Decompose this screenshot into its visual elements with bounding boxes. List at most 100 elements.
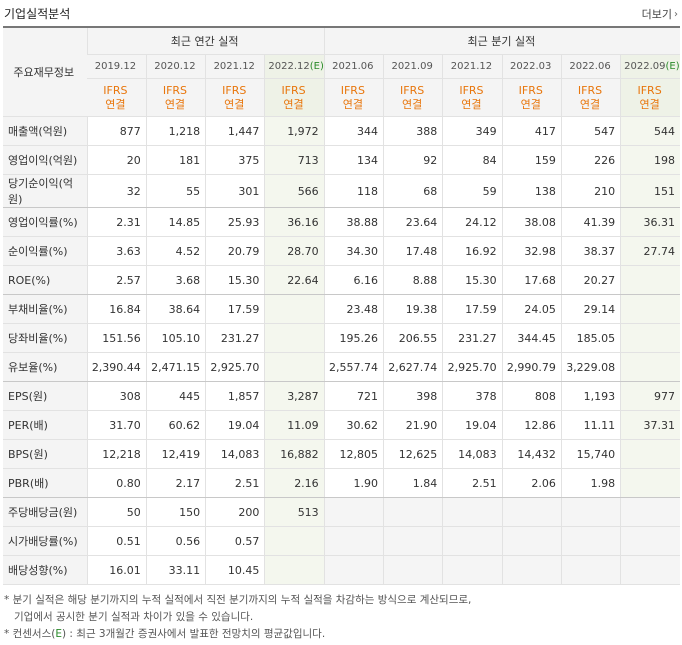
table-cell: 118: [323, 174, 384, 208]
period-header: 2020.12: [145, 54, 206, 79]
table-cell: 105.10: [145, 323, 206, 353]
table-row: 시가배당률(%) 0.51 0.56 0.57: [3, 526, 680, 556]
table-row: EPS(원) 308 445 1,857 3,287 721 398 378 808 1,193 9…: [3, 381, 680, 411]
table-cell: 417: [501, 116, 562, 146]
table-cell: 378: [442, 381, 503, 411]
table-cell: 24.05: [501, 294, 562, 324]
quarter-group-header: 최근 분기 실적: [323, 27, 680, 55]
table-row: 유보율(%) 2,390.44 2,471.15 2,925.70 2,557.74 2,…: [3, 352, 680, 382]
table-row: PBR(배) 0.80 2.17 2.51 2.16 1.90 1.84 2.51 2.06 1.…: [3, 468, 680, 498]
estimate-mark: (E): [309, 61, 324, 72]
table-cell: [323, 526, 384, 556]
accounting-standard: IFRS 연결: [323, 78, 384, 117]
row-label: 부채비율(%): [3, 294, 87, 324]
table-cell: 1,972: [264, 116, 325, 146]
table-cell: 3,229.08: [560, 352, 621, 382]
footnote-quarterly: * 분기 실적은 해당 분기까지의 누적 실적에서 직전 분기까지의 누적 실적…: [4, 594, 472, 606]
table-cell: 3.68: [145, 265, 206, 295]
table-cell: 29.14: [560, 294, 621, 324]
table-cell: [264, 352, 325, 382]
table-cell: 11.11: [560, 410, 621, 440]
table-cell: 23.48: [323, 294, 384, 324]
table-cell: 33.11: [145, 555, 206, 585]
table-cell: 150: [145, 497, 206, 527]
table-cell: 185.05: [560, 323, 621, 353]
table-cell: [560, 555, 621, 585]
table-cell: 2.57: [86, 265, 147, 295]
table-cell: 84: [442, 145, 503, 175]
table-cell: [620, 439, 680, 469]
period-header: 2021.12: [205, 54, 265, 79]
table-cell: 138: [501, 174, 562, 208]
period-header: 2022.09(E): [620, 54, 680, 79]
row-label: 유보율(%): [3, 352, 87, 382]
table-row: 주당배당금(원) 50 150 200 513: [3, 497, 680, 527]
table-cell: 32.98: [501, 236, 562, 266]
table-cell: 2.51: [442, 468, 503, 498]
table-cell: 15.30: [442, 265, 503, 295]
more-link[interactable]: 더보기 ›: [642, 6, 678, 22]
table-cell: 15,740: [560, 439, 621, 469]
table-cell: [442, 555, 503, 585]
accounting-standard: IFRS 연결: [560, 78, 621, 117]
estimate-mark: (E): [665, 61, 680, 72]
table-cell: 375: [205, 145, 265, 175]
table-cell: 10.45: [205, 555, 265, 585]
table-cell: 877: [86, 116, 147, 146]
table-cell: 2.16: [264, 468, 325, 498]
table-cell: 2.06: [501, 468, 562, 498]
table-cell: 200: [205, 497, 265, 527]
table-cell: [323, 555, 384, 585]
table-cell: [620, 468, 680, 498]
table-cell: [501, 497, 562, 527]
table-cell: [442, 497, 503, 527]
table-row: 부채비율(%) 16.84 38.64 17.59 23.48 19.38 17.59 24.…: [3, 294, 680, 324]
table-cell: 226: [560, 145, 621, 175]
table-cell: 34.30: [323, 236, 384, 266]
table-cell: 41.39: [560, 207, 621, 237]
financial-table: 주요재무정보 최근 연간 실적 최근 분기 실적 2019.12 2020.12 2…: [3, 26, 680, 585]
more-link-label: 더보기: [641, 8, 672, 21]
table-cell: 1,857: [205, 381, 265, 411]
accounting-standard: IFRS 연결: [87, 78, 147, 117]
table-cell: 12.86: [501, 410, 562, 440]
table-cell: 977: [620, 381, 680, 411]
table-cell: 445: [145, 381, 206, 411]
table-row: ROE(%) 2.57 3.68 15.30 22.64 6.16 8.88 15.30 17.…: [3, 265, 680, 295]
period-header: 2022.06: [560, 54, 621, 79]
period-header: 2021.06: [323, 54, 384, 79]
table-cell: 195.26: [323, 323, 384, 353]
table-cell: 2.17: [145, 468, 206, 498]
table-cell: 19.38: [382, 294, 443, 324]
accounting-standard: IFRS 연결: [620, 78, 680, 117]
table-cell: 31.70: [86, 410, 147, 440]
row-label: 영업이익률(%): [3, 207, 87, 237]
table-row: 당기순이익(억원) 32 55 301 566 118 68 59 138 210 151: [3, 174, 680, 208]
table-cell: [323, 497, 384, 527]
table-cell: 544: [620, 116, 680, 146]
table-cell: 12,218: [86, 439, 147, 469]
table-cell: 2.31: [86, 207, 147, 237]
table-cell: 0.57: [205, 526, 265, 556]
table-cell: 16.01: [86, 555, 147, 585]
table-cell: 3.63: [86, 236, 147, 266]
table-cell: [620, 526, 680, 556]
row-label: 당좌비율(%): [3, 323, 87, 353]
table-cell: 14,432: [501, 439, 562, 469]
table-cell: 14,083: [205, 439, 265, 469]
table-cell: 1,447: [205, 116, 265, 146]
table-cell: 231.27: [205, 323, 265, 353]
table-cell: 388: [382, 116, 443, 146]
table-cell: 547: [560, 116, 621, 146]
table-cell: [620, 352, 680, 382]
table-cell: 24.12: [442, 207, 503, 237]
table-row: 영업이익(억원) 20 181 375 713 134 92 84 159 226 198: [3, 145, 680, 175]
table-cell: 159: [501, 145, 562, 175]
table-cell: 60.62: [145, 410, 206, 440]
row-label: 주당배당금(원): [3, 497, 87, 527]
table-cell: 15.30: [205, 265, 265, 295]
row-label: 당기순이익(억원): [3, 174, 87, 208]
table-cell: [620, 555, 680, 585]
table-cell: 1,218: [145, 116, 206, 146]
table-cell: 1,193: [560, 381, 621, 411]
